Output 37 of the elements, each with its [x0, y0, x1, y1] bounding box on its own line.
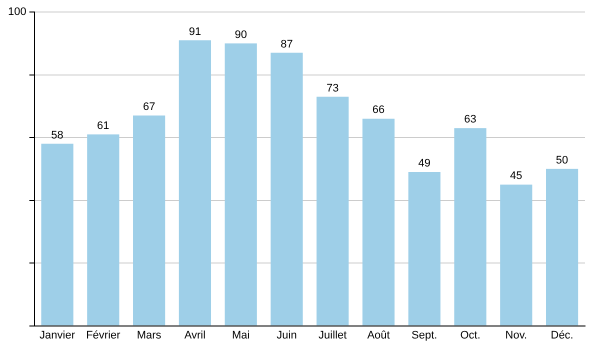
data-label: 61 [97, 120, 110, 132]
x-tick-label: Avril [184, 329, 206, 342]
bar [87, 134, 120, 326]
bar [178, 40, 212, 326]
bar [454, 128, 486, 326]
x-tick-label: Nov. [505, 329, 528, 342]
x-tick-label: Mars [136, 329, 162, 342]
data-label: 45 [510, 170, 522, 182]
x-tick-label: Juillet [318, 329, 347, 342]
x-tick-label: Février [86, 329, 121, 342]
data-label: 91 [188, 26, 202, 38]
data-label: 58 [51, 129, 64, 142]
x-tick-label: Déc. [550, 329, 574, 342]
bar [133, 116, 166, 326]
data-label: 73 [326, 82, 339, 94]
data-label: 87 [280, 38, 293, 50]
bar [270, 52, 303, 326]
y-tick-label: 100 [8, 6, 26, 18]
x-tick-label: Sept. [412, 329, 438, 342]
data-label: 66 [372, 104, 385, 116]
x-tick-label: Août [367, 329, 390, 342]
data-label: 63 [464, 114, 476, 126]
x-tick-label: Juin [276, 329, 297, 342]
bar [500, 184, 532, 326]
x-tick-label: Mai [232, 329, 250, 342]
data-label: 90 [234, 28, 247, 41]
bar [224, 43, 257, 326]
bar [362, 118, 395, 326]
x-tick-label: Oct. [460, 329, 480, 342]
bar [316, 96, 349, 326]
data-label: 67 [142, 101, 156, 114]
data-label: 49 [418, 158, 431, 170]
bar [41, 144, 74, 326]
x-tick-label: Janvier [40, 329, 76, 342]
bar [546, 168, 578, 326]
bar [408, 172, 440, 326]
data-label: 50 [556, 154, 568, 166]
